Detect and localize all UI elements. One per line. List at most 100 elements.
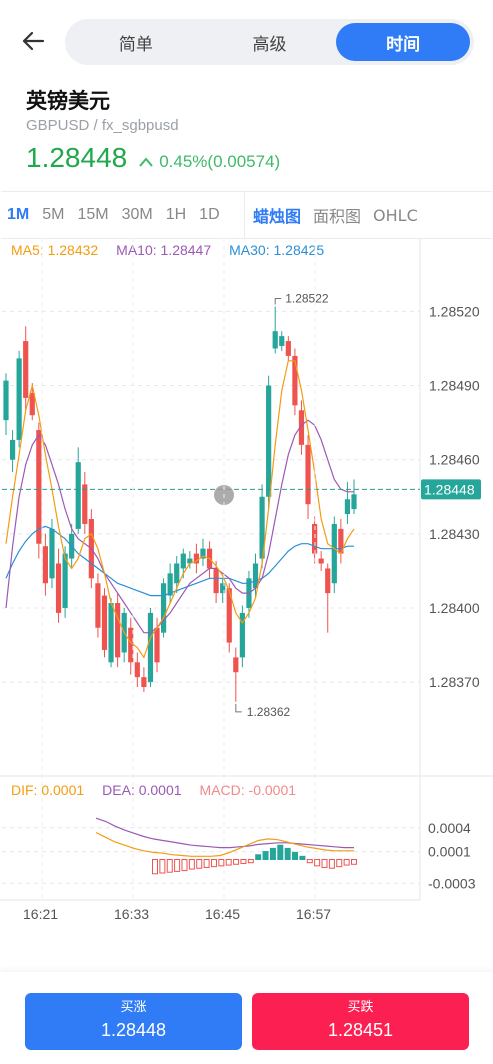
tab-advanced[interactable]: 高级 xyxy=(252,34,287,55)
tab-time[interactable]: 时间 xyxy=(336,23,471,61)
period-5m[interactable]: 5M xyxy=(42,206,65,223)
candle-body xyxy=(220,583,226,594)
macd-legend: DIF: 0.0001 DEA: 0.0001 MACD: -0.0001 xyxy=(11,782,314,798)
candle-body xyxy=(160,583,167,633)
candle-body xyxy=(101,595,108,650)
candle-body xyxy=(36,430,42,544)
current-price: 1.28448 xyxy=(26,142,128,173)
candle-body xyxy=(128,627,134,663)
candle-body xyxy=(134,662,140,678)
candle-body xyxy=(141,677,147,688)
macd-bar xyxy=(166,859,173,873)
macd-bar xyxy=(343,859,350,866)
macd-bar xyxy=(233,859,240,865)
instrument-header: 英镑美元 GBPUSD / fx_sgbpusd 1.28448 0.45%(0… xyxy=(26,86,466,174)
macd-tick-label: 0.0001 xyxy=(428,844,471,860)
macd-bar xyxy=(247,859,254,864)
candle-body xyxy=(305,444,311,505)
candle-body xyxy=(187,558,193,564)
low-annotation: 1.28362 xyxy=(247,705,291,719)
candle-body xyxy=(338,528,344,554)
current-price-tag-label: 1.28448 xyxy=(424,481,475,497)
candle-body xyxy=(331,523,337,584)
top-bar: 简单 高级 时间 xyxy=(0,0,493,86)
pair-code: GBPUSD / fx_sgbpusd xyxy=(26,117,179,134)
dea-legend: DEA: 0.0001 xyxy=(102,782,182,798)
macd-value-legend: MACD: -0.0001 xyxy=(199,782,297,798)
low-marker xyxy=(235,703,242,713)
buy-up-button[interactable]: 买涨 1.28448 xyxy=(25,993,242,1050)
dea-line xyxy=(95,817,354,849)
price-tick-label: 1.28520 xyxy=(429,303,480,319)
price-tick-label: 1.28490 xyxy=(429,378,480,394)
candle-body xyxy=(115,603,121,658)
ma10-line xyxy=(5,419,354,634)
macd-bar xyxy=(174,859,181,872)
macd-bar xyxy=(159,859,166,874)
period-1m[interactable]: 1M xyxy=(7,206,30,223)
price-change: 0.45%(0.00574) xyxy=(139,152,280,172)
candle-body xyxy=(325,568,331,594)
macd-bar xyxy=(188,859,195,870)
candle-body xyxy=(193,553,200,564)
candle-body xyxy=(3,380,9,421)
candle-body xyxy=(62,553,68,608)
chevron-up-icon xyxy=(139,157,153,167)
arrow-left-icon xyxy=(22,31,45,51)
macd-bar xyxy=(255,854,262,861)
buy-price: 1.28448 xyxy=(100,1020,167,1040)
chart-toolbar: 1M 5M 15M 30M 1H 1D 蜡烛图 面积图 OHLC xyxy=(1,191,492,239)
time-tick-label: 16:21 xyxy=(23,906,58,922)
time-tick-label: 16:45 xyxy=(205,906,240,922)
ma30-legend: MA30: 1.28425 xyxy=(229,242,325,258)
kline-chart[interactable]: 1.28520 1.28490 1.28460 1.28430 1.28400 1.283… xyxy=(0,238,493,928)
candle-body xyxy=(285,341,291,356)
high-marker xyxy=(274,297,282,305)
period-15m[interactable]: 15M xyxy=(77,206,109,223)
sell-label: 买跌 xyxy=(347,1000,374,1015)
macd-bar xyxy=(351,859,357,865)
mode-segmented-control: 简单 高级 时间 xyxy=(65,19,474,65)
price-tick-label: 1.28430 xyxy=(429,526,480,542)
macd-bar xyxy=(240,859,247,864)
candle-body xyxy=(266,385,272,497)
price-tick-label: 1.28370 xyxy=(429,674,480,690)
candle-body xyxy=(233,657,239,673)
macd-bar xyxy=(292,851,299,861)
period-selector: 1M 5M 15M 30M 1H 1D xyxy=(1,192,245,238)
tab-simple[interactable]: 简单 xyxy=(118,34,153,55)
sell-price: 1.28451 xyxy=(327,1020,394,1040)
period-1h[interactable]: 1H xyxy=(165,206,187,223)
macd-bar xyxy=(306,859,313,864)
candle-body xyxy=(272,331,278,349)
candle-body xyxy=(55,563,62,613)
current-price-tag xyxy=(421,479,481,500)
macd-bar xyxy=(152,859,158,875)
dif-legend: DIF: 0.0001 xyxy=(11,782,85,798)
candle-body xyxy=(292,355,298,406)
candle-body xyxy=(23,341,29,398)
macd-bar xyxy=(218,859,225,867)
macd-tick-label: 0.0004 xyxy=(428,820,471,836)
macd-bar xyxy=(328,859,335,869)
buy-down-button[interactable]: 买跌 1.28451 xyxy=(252,993,469,1050)
macd-bar xyxy=(203,859,210,868)
dif-line xyxy=(95,831,354,857)
period-30m[interactable]: 30M xyxy=(121,206,153,223)
chart-type-area[interactable]: 面积图 xyxy=(313,207,362,226)
period-1d[interactable]: 1D xyxy=(199,206,220,223)
candle-body xyxy=(180,553,186,569)
trade-bar: 买涨 1.28448 买跌 1.28451 xyxy=(0,972,493,1064)
macd-bar xyxy=(196,859,203,869)
back-button[interactable] xyxy=(16,24,50,58)
ma-legend: MA5: 1.28432 MA10: 1.28447 MA30: 1.28425 xyxy=(11,242,342,262)
buy-label: 买涨 xyxy=(120,1000,147,1015)
chart-type-candlestick[interactable]: 蜡烛图 xyxy=(253,207,302,226)
chart-type-ohlc[interactable]: OHLC xyxy=(373,205,418,225)
candle-body xyxy=(318,558,324,564)
chart-type-selector: 蜡烛图 面积图 OHLC xyxy=(245,203,430,227)
macd-bar xyxy=(314,859,321,867)
price-row: 1.28448 0.45%(0.00574) xyxy=(26,142,466,174)
candle-body xyxy=(279,336,285,347)
macd-bar xyxy=(181,859,188,872)
